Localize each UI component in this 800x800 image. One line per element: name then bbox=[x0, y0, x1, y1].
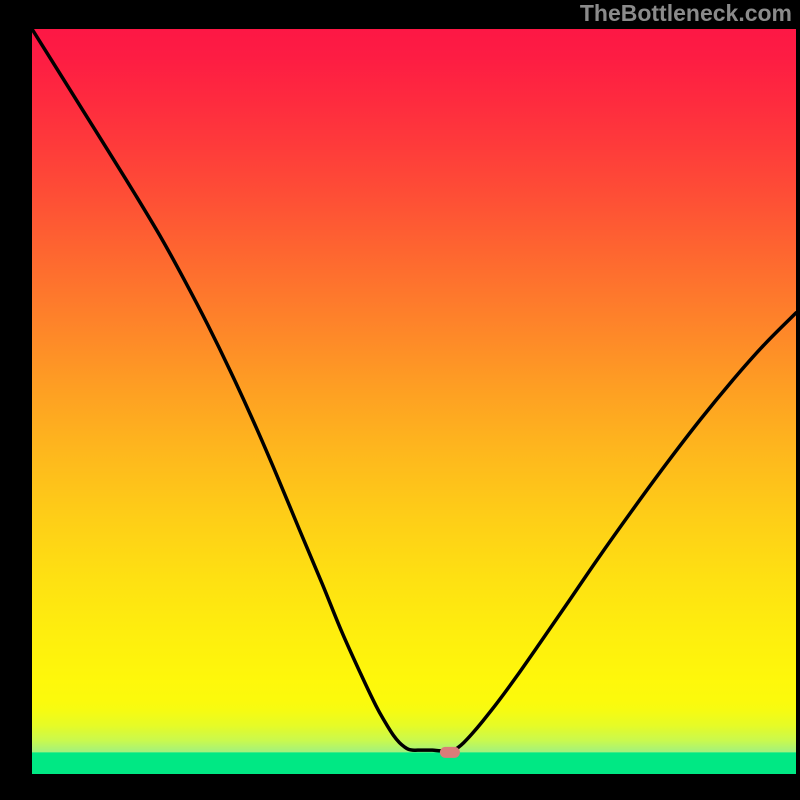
bottleneck-chart: TheBottleneck.com bbox=[0, 0, 800, 800]
bottom-band bbox=[32, 752, 796, 774]
gradient-background bbox=[32, 29, 796, 774]
optimal-marker bbox=[440, 747, 460, 758]
chart-svg bbox=[0, 0, 800, 800]
watermark-text: TheBottleneck.com bbox=[580, 0, 792, 27]
